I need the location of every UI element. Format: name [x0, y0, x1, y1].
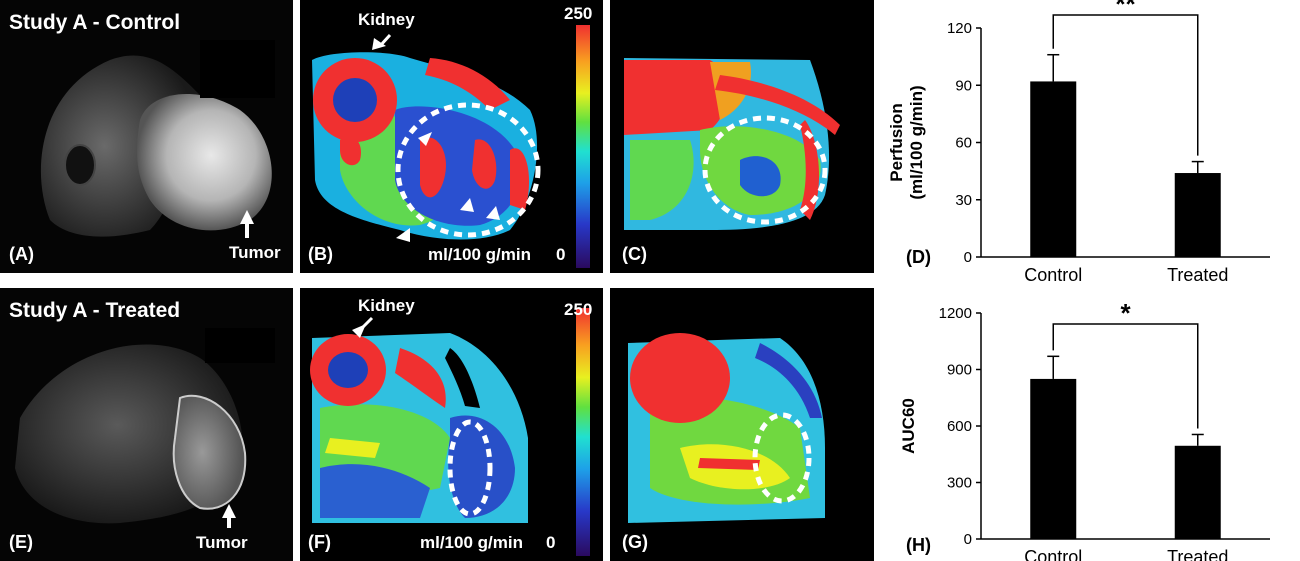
significance-marker: *: [1120, 298, 1131, 328]
bar-control: [1030, 378, 1077, 539]
significance-bracket: [1052, 14, 1199, 156]
panel-b-perfusion-map-control: Kidney 250 (B) ml/100 g/min 0: [300, 0, 603, 273]
y-tick-label: 60: [955, 135, 972, 152]
significance-bracket: [1052, 323, 1199, 429]
bar-chart-perfusion: 0 30 60 90 120 Control Treated ** Perfusion (ml/1…: [880, 0, 1300, 285]
mri-control-image: [0, 0, 293, 273]
panel-e-mri-treated: Study A - Treated (E) Tumor: [0, 288, 293, 561]
y-tick-label: 90: [955, 77, 972, 94]
tumor-arrow-icon-treated: [222, 504, 236, 528]
y-axis-label: AUC60: [899, 398, 918, 454]
colorbar-unit-label-treated: ml/100 g/min: [420, 533, 523, 552]
tumor-label-treated: Tumor: [196, 533, 248, 552]
tumor-arrow-icon: [240, 210, 254, 238]
perfusion-map-treated: [300, 288, 603, 561]
kidney-label-treated: Kidney: [358, 296, 415, 315]
x-category-label: Treated: [1167, 547, 1228, 561]
panel-f-perfusion-map-treated: Kidney 250 (F) ml/100 g/min 0: [300, 288, 603, 561]
colorbar-max-label: 250: [564, 4, 593, 23]
arrowhead-markers: [396, 132, 500, 242]
colorbar-unit-label: ml/100 g/min: [428, 245, 531, 264]
y-tick-label: 900: [947, 362, 972, 379]
x-category-label: Control: [1024, 547, 1082, 561]
panel-a-mri-control: Study A - Control (A) Tumor: [0, 0, 293, 273]
kidney-arrow-icon: [372, 33, 392, 50]
y-tick-label: 1200: [939, 305, 972, 322]
y-tick-label: 0: [964, 531, 972, 548]
bar-control: [1030, 81, 1077, 257]
colorbar-max-label-treated: 250: [564, 300, 593, 319]
panel-label-a: (A): [9, 244, 34, 264]
y-tick-label: 0: [964, 249, 972, 266]
y-tick-label: 300: [947, 475, 972, 492]
y-axis-label-units: (ml/100 g/min): [907, 85, 926, 199]
y-tick-label: 600: [947, 418, 972, 435]
perfusion-map-treated-second: [610, 288, 874, 561]
row2-title: Study A - Treated: [9, 299, 181, 322]
colorbar-min-label-treated: 0: [546, 533, 556, 552]
panel-label-b: (B): [308, 244, 333, 264]
x-category-label: Treated: [1167, 265, 1228, 285]
significance-marker: **: [1115, 0, 1136, 19]
y-tick-label: 30: [955, 192, 972, 209]
panel-label-g: (G): [622, 532, 648, 552]
y-axis-label: Perfusion: [887, 103, 906, 181]
y-tick-label: 120: [947, 20, 972, 37]
panel-c-perfusion-map-control-2: (C): [610, 0, 874, 273]
tumor-label: Tumor: [229, 243, 281, 262]
kidney-label: Kidney: [358, 10, 415, 29]
kidney-arrow-icon-treated: [352, 316, 374, 338]
panel-label-e: (E): [9, 532, 33, 552]
panel-label: (H): [906, 535, 931, 555]
bar-treated: [1174, 173, 1221, 257]
row1-title: Study A - Control: [9, 11, 181, 34]
colorbar-min-label: 0: [556, 245, 566, 264]
bar-chart-auc60: 0 300 600 900 1200 Control Treated * AUC60 (H): [880, 288, 1300, 561]
bar-treated: [1174, 445, 1221, 539]
chart-h-svg: 0 300 600 900 1200 Control Treated * AUC60 (H): [899, 298, 1270, 561]
chart-d-svg: 0 30 60 90 120 Control Treated ** Perfusion (ml/1…: [887, 0, 1270, 285]
mri-treated-image: [0, 288, 293, 561]
perfusion-map-control-second: [610, 0, 874, 273]
panel-g-perfusion-map-treated-2: (G): [610, 288, 874, 561]
panel-label: (D): [906, 247, 931, 267]
perfusion-map-control: [300, 0, 603, 273]
x-category-label: Control: [1024, 265, 1082, 285]
panel-label-c: (C): [622, 244, 647, 264]
panel-label-f: (F): [308, 532, 331, 552]
